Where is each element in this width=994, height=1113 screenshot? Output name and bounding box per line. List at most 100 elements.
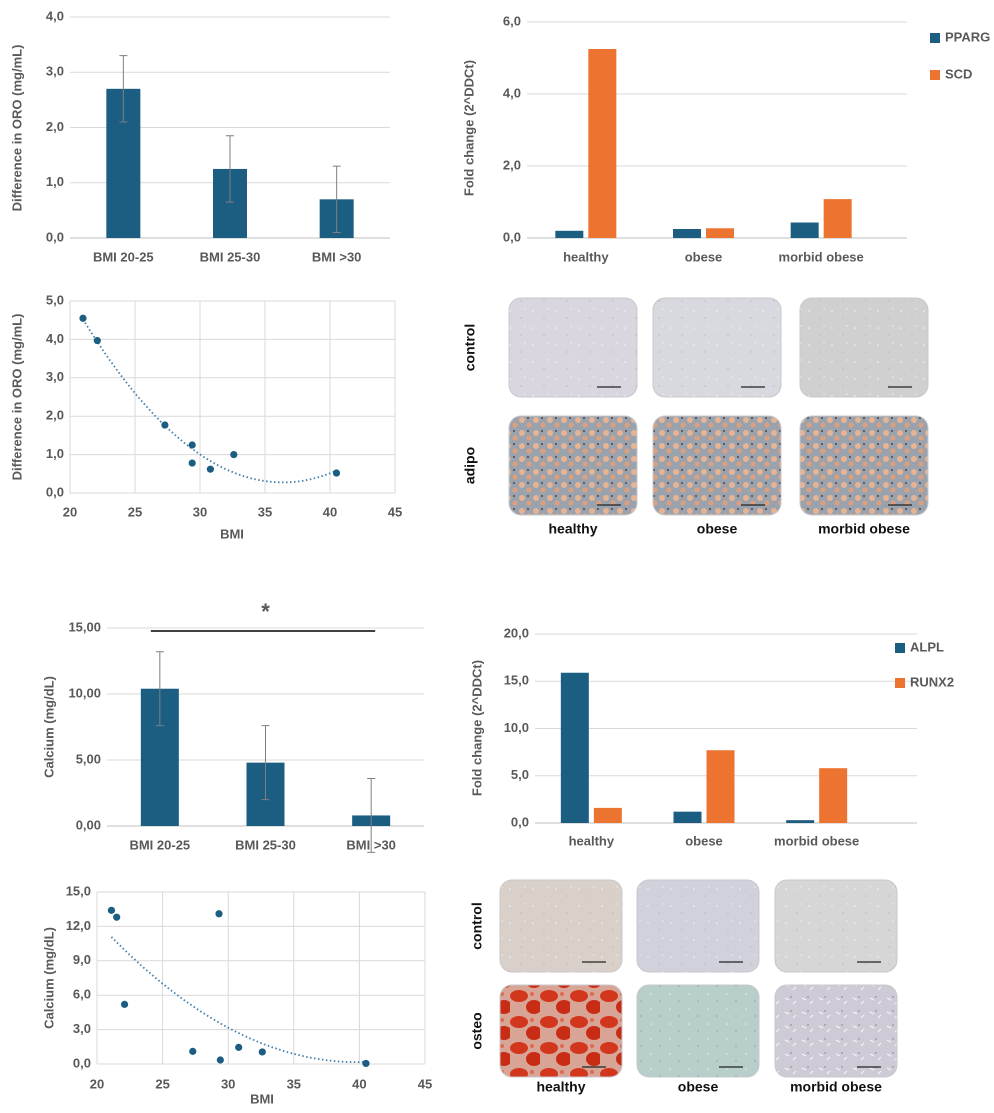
y-tick-label: 9,0 <box>73 952 91 967</box>
x-tick-label: obese <box>685 249 723 264</box>
y-tick-label: 15,0 <box>66 883 91 898</box>
y-tick-label: 2,0 <box>46 119 64 134</box>
x-tick-label: 25 <box>128 504 142 519</box>
y-axis-label: Fold change (2^DDCt) <box>469 660 484 796</box>
column-label: healthy <box>548 521 597 537</box>
x-tick-label: 30 <box>193 504 207 519</box>
scatter-point <box>189 441 196 448</box>
x-tick-label: 45 <box>418 1076 432 1091</box>
x-tick-label: obese <box>685 833 723 848</box>
y-tick-label: 2,0 <box>46 408 64 423</box>
bar <box>819 768 847 823</box>
legend-label: ALPL <box>910 639 944 654</box>
x-tick-label: 20 <box>63 504 77 519</box>
x-tick-label: morbid obese <box>774 833 859 848</box>
bar <box>555 231 583 238</box>
y-tick-label: 10,0 <box>504 720 529 735</box>
bar <box>673 229 701 238</box>
y-tick-label: 4,0 <box>46 8 64 23</box>
x-tick-label: 35 <box>258 504 272 519</box>
y-tick-label: 0,00 <box>76 817 101 832</box>
scatter-point <box>189 459 196 466</box>
bar <box>594 808 622 823</box>
scatter-point <box>333 469 340 476</box>
y-tick-label: 0,0 <box>503 229 521 244</box>
y-tick-label: 0,0 <box>73 1055 91 1070</box>
scatter-point <box>215 910 222 917</box>
column-label: obese <box>697 521 738 537</box>
x-tick-label: 40 <box>352 1076 366 1091</box>
y-tick-label: 15,0 <box>504 673 529 688</box>
y-tick-label: 12,0 <box>66 918 91 933</box>
y-tick-label: 0,0 <box>511 814 529 829</box>
row-label: control <box>469 902 485 949</box>
micrograph <box>500 985 622 1077</box>
micrograph-texture <box>653 298 781 397</box>
scatter-point <box>259 1048 266 1055</box>
y-axis-label: Calcium (mg/dL) <box>41 676 56 778</box>
row-label: adipo <box>462 447 478 484</box>
scatter-point <box>94 337 101 344</box>
legend-label: PPARG <box>945 29 990 44</box>
y-tick-label: 1,0 <box>46 174 64 189</box>
micrograph-texture <box>509 298 637 397</box>
y-tick-label: 3,0 <box>46 369 64 384</box>
y-tick-label: 6,0 <box>73 987 91 1002</box>
y-axis-label: Calcium (mg/dL) <box>41 927 56 1029</box>
scatter-point <box>108 907 115 914</box>
y-tick-label: 1,0 <box>46 446 64 461</box>
micrograph <box>637 985 759 1077</box>
x-tick-label: healthy <box>569 833 615 848</box>
y-tick-label: 0,0 <box>46 229 64 244</box>
y-tick-label: 2,0 <box>503 157 521 172</box>
y-tick-label: 15,00 <box>68 619 101 634</box>
legend-label: RUNX2 <box>910 674 954 689</box>
bar <box>588 49 616 238</box>
y-tick-label: 5,0 <box>511 767 529 782</box>
legend-swatch <box>895 643 905 653</box>
trendline <box>83 319 337 482</box>
x-tick-label: 30 <box>221 1076 235 1091</box>
x-tick-label: 35 <box>287 1076 301 1091</box>
x-tick-label: BMI 25-30 <box>200 249 261 264</box>
micrograph-texture <box>637 880 759 972</box>
column-label: morbid obese <box>818 521 910 537</box>
scatter-point <box>189 1048 196 1055</box>
bar <box>706 228 734 238</box>
y-tick-label: 3,0 <box>73 1021 91 1036</box>
y-tick-label: 4,0 <box>46 331 64 346</box>
bar <box>674 812 702 823</box>
micrograph <box>800 416 928 515</box>
micrograph <box>775 985 897 1077</box>
row-label: osteo <box>469 1012 485 1049</box>
y-tick-label: 3,0 <box>46 64 64 79</box>
x-tick-label: BMI 20-25 <box>93 249 154 264</box>
scatter-point <box>207 466 214 473</box>
legend-swatch <box>930 70 940 80</box>
y-tick-label: 0,0 <box>46 484 64 499</box>
trendline <box>111 937 366 1062</box>
micrograph <box>509 416 637 515</box>
bar <box>824 199 852 238</box>
x-tick-label: morbid obese <box>779 249 864 264</box>
x-tick-label: BMI 25-30 <box>235 837 296 852</box>
x-tick-label: 20 <box>90 1076 104 1091</box>
y-axis-label: Difference in ORO (mg/mL) <box>9 45 24 212</box>
micrograph-texture <box>775 880 897 972</box>
y-tick-label: 5,0 <box>46 292 64 307</box>
scatter-point <box>217 1056 224 1063</box>
y-axis-label: Difference in ORO (mg/mL) <box>9 314 24 481</box>
x-axis-label: BMI <box>250 1091 274 1106</box>
y-axis-label: Fold change (2^DDCt) <box>461 60 476 196</box>
y-tick-label: 6,0 <box>503 13 521 28</box>
column-label: healthy <box>536 1079 585 1095</box>
legend-swatch <box>895 678 905 688</box>
bar <box>707 750 735 823</box>
y-tick-label: 10,00 <box>68 685 101 700</box>
x-tick-label: 25 <box>155 1076 169 1091</box>
scatter-point <box>362 1060 369 1067</box>
bar <box>561 673 589 823</box>
scatter-point <box>121 1001 128 1008</box>
significance-label: * <box>261 599 270 624</box>
legend-label: SCD <box>945 66 972 81</box>
